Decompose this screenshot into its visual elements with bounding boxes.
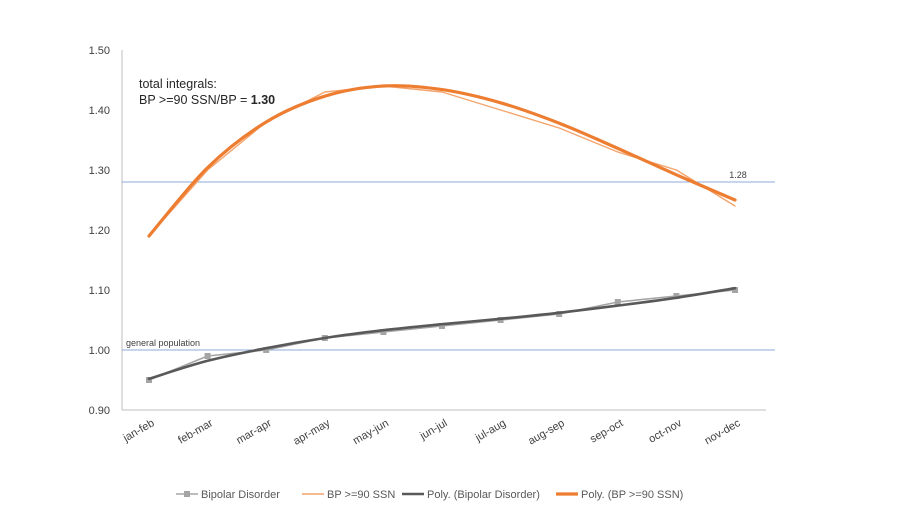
legend-label: Bipolar Disorder	[201, 489, 280, 501]
y-tick-label: 1.20	[89, 225, 110, 237]
x-axis-tick-labels: jan-feb feb-mar mar-apr apr-may may-jun jun-j…	[121, 417, 743, 448]
legend: Bipolar Disorder BP >=90 SSN Poly. (Bipola…	[176, 489, 683, 501]
x-tick-label: jul-aug	[473, 417, 508, 444]
x-tick-label: jan-feb	[121, 417, 157, 445]
series-point	[380, 329, 387, 335]
x-tick-label: oct-nov	[647, 417, 685, 446]
series-line	[147, 84, 737, 238]
x-tick-label: nov-dec	[703, 417, 743, 447]
annotation-ratio-value: 1.30	[251, 93, 275, 107]
legend-label: Poly. (BP >=90 SSN)	[581, 489, 683, 501]
series-point	[263, 347, 270, 353]
x-tick-label: mar-apr	[234, 417, 274, 447]
y-tick-label: 1.00	[89, 345, 110, 357]
annotation-line-1: total integrals:	[139, 77, 217, 91]
reference-line-label: 1.28	[729, 170, 747, 180]
reference-lines: general population 1.28	[122, 170, 775, 351]
x-tick-label: jun-jul	[417, 417, 449, 443]
x-tick-label: aug-sep	[526, 417, 566, 447]
reference-line-label: general population	[126, 338, 200, 348]
x-tick-label: may-jun	[351, 417, 391, 447]
y-tick-label: 1.30	[89, 165, 110, 177]
x-tick-label: feb-mar	[176, 417, 215, 447]
legend-marker	[184, 491, 190, 497]
y-axis-ticks: 0.90 1.00 1.10 1.20 1.30 1.40 1.50	[89, 45, 110, 417]
annotation-ratio-label: BP >=90 SSN/BP =	[139, 93, 251, 107]
series-point	[439, 323, 445, 329]
series-line	[147, 286, 737, 381]
y-tick-label: 1.50	[89, 45, 110, 57]
legend-label: Poly. (Bipolar Disorder)	[427, 489, 540, 501]
series-point	[732, 287, 738, 293]
x-tick-label: sep-oct	[588, 417, 625, 445]
legend-label: BP >=90 SSN	[327, 489, 395, 501]
annotation-line-2: BP >=90 SSN/BP = 1.30	[139, 93, 275, 107]
series-point	[204, 353, 211, 359]
series-layer	[146, 84, 738, 383]
y-tick-label: 1.40	[89, 105, 110, 117]
y-tick-label: 1.10	[89, 285, 110, 297]
series-point	[673, 293, 680, 299]
series-line	[148, 289, 736, 381]
series-point	[614, 299, 621, 305]
x-tick-label: apr-may	[291, 417, 332, 448]
y-tick-label: 0.90	[89, 405, 110, 417]
